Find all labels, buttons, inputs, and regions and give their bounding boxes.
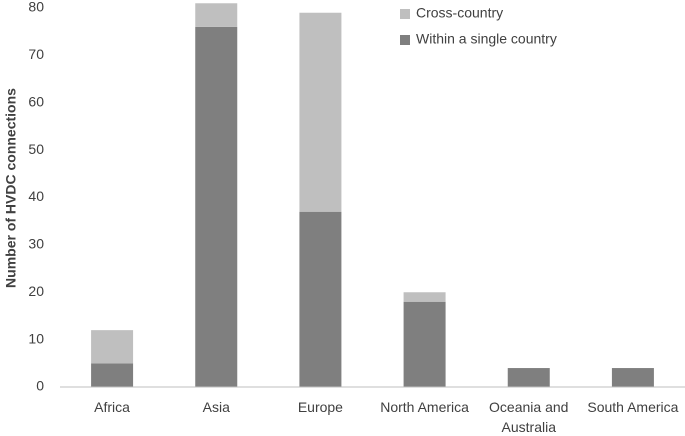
x-tick-label: South America	[587, 399, 679, 415]
x-tick-label: Europe	[297, 399, 343, 415]
bar-segment	[91, 330, 134, 364]
bar-segment	[507, 368, 550, 387]
x-tick-label: Asia	[202, 399, 230, 415]
bar-segment	[299, 211, 342, 387]
bar-segment	[611, 368, 654, 387]
y-tick-label: 20	[28, 283, 44, 299]
legend-label: Within a single country	[416, 31, 557, 47]
y-tick-label: 70	[28, 46, 44, 62]
y-axis-title: Number of HVDC connections	[3, 88, 19, 288]
legend-label: Cross-country	[416, 5, 503, 21]
bar-segment	[403, 301, 446, 387]
y-tick-label: 30	[28, 236, 44, 252]
bar-segment	[299, 12, 342, 212]
y-tick-label: 60	[28, 93, 44, 109]
y-tick-label: 40	[28, 188, 44, 204]
bar-segment	[403, 292, 446, 302]
y-tick-label: 50	[28, 141, 44, 157]
y-tick-label: 10	[28, 330, 44, 346]
x-tick-label: Africa	[94, 399, 130, 415]
bar-segment	[195, 3, 238, 27]
legend-swatch	[400, 9, 410, 19]
bar-segment	[195, 26, 238, 387]
legend-swatch	[400, 35, 410, 45]
x-tick-label: North America	[380, 399, 469, 415]
bar-segment	[91, 363, 134, 387]
y-tick-label: 0	[36, 378, 44, 394]
x-tick-label: Oceania and Australia	[489, 399, 569, 435]
y-tick-label: 80	[28, 0, 44, 15]
